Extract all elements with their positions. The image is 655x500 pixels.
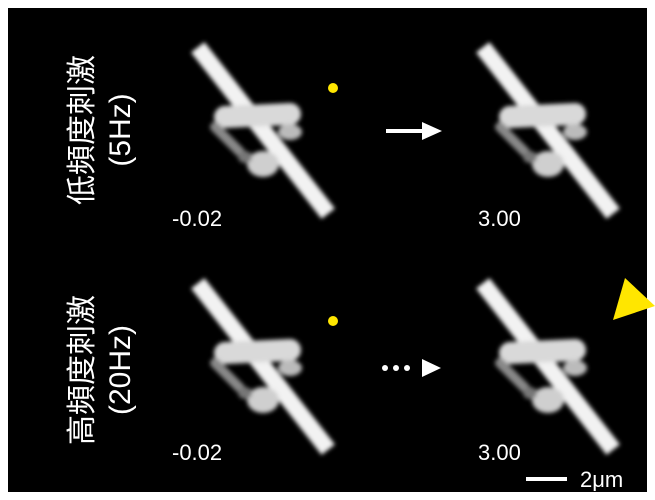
scale-bar-label: 2μm (580, 467, 623, 492)
time-label: -0.02 (172, 440, 222, 465)
stimulus-frequency: (5Hz) (104, 93, 137, 166)
stimulus-frequency: (20Hz) (104, 325, 137, 415)
stimulus-dot (328, 316, 338, 326)
background (8, 8, 647, 492)
time-label: -0.02 (172, 206, 222, 231)
time-label: 3.00 (478, 440, 521, 465)
figure: 低頻度刺激 (5Hz) -0.02 3.00 高頻度刺激 (20Hz) -0.0… (0, 0, 655, 500)
time-label: 3.00 (478, 206, 521, 231)
stimulus-label: 低頻度刺激 (66, 55, 99, 205)
stimulus-label: 高頻度刺激 (66, 295, 99, 445)
stimulus-dot (328, 83, 338, 93)
